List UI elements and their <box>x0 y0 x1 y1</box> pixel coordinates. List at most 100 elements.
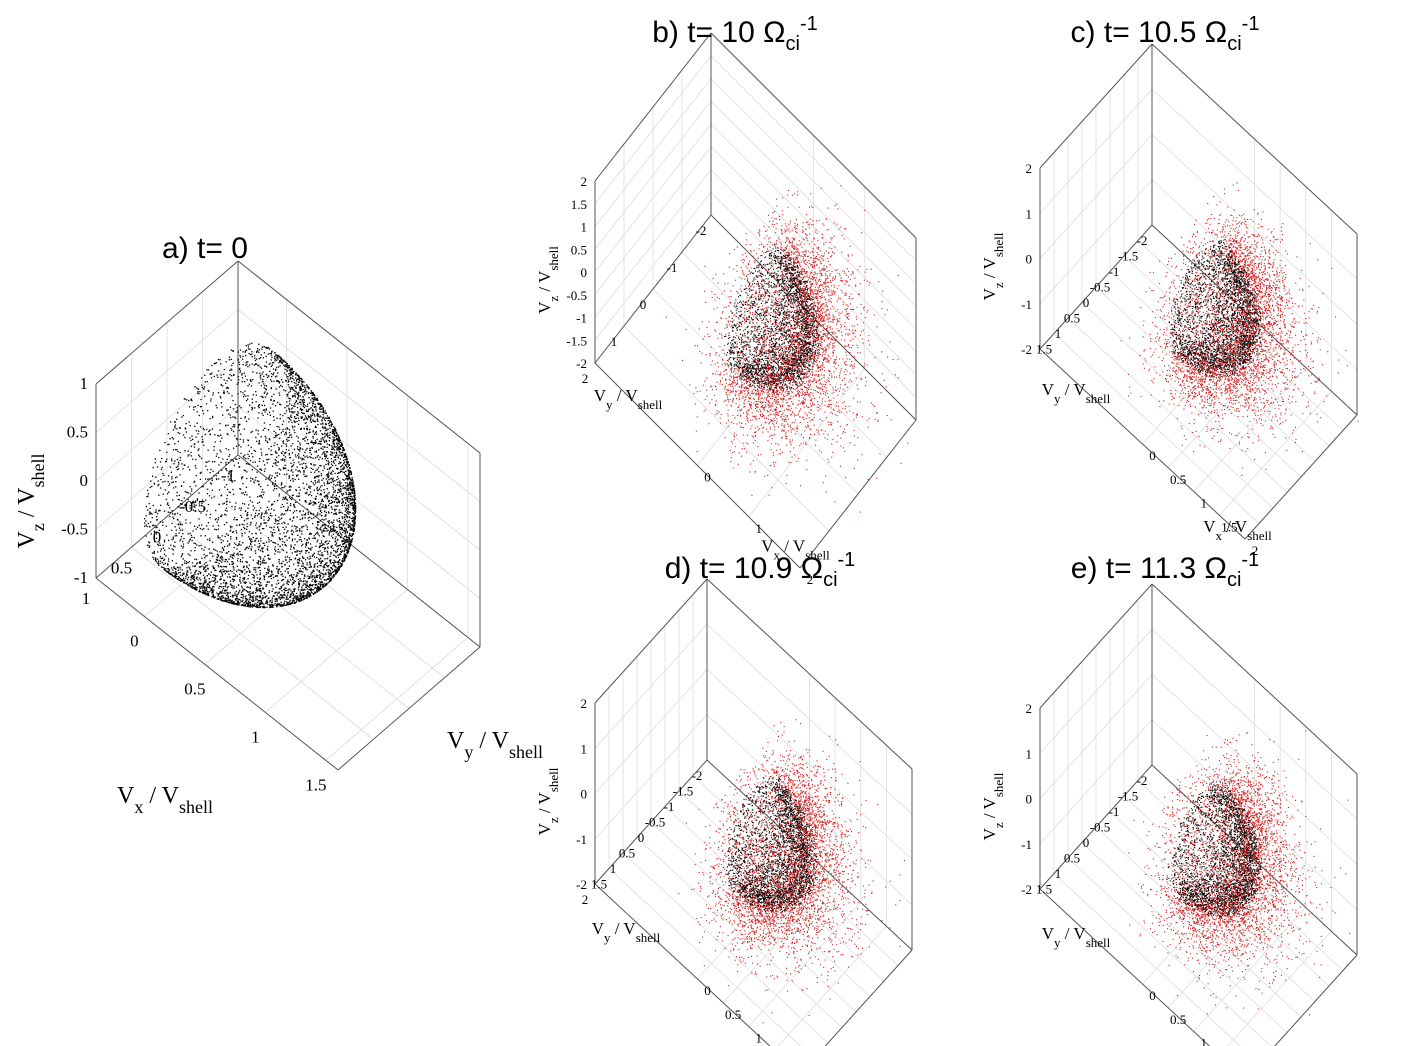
scatter-point <box>247 508 248 509</box>
scatter-point <box>189 555 190 556</box>
scatter-point <box>245 598 246 599</box>
scatter-point <box>225 599 226 600</box>
scatter-point <box>294 510 295 511</box>
scatter-point <box>290 510 291 511</box>
scatter-point <box>216 407 217 408</box>
scatter-point <box>300 399 301 400</box>
scatter-point <box>200 563 201 564</box>
scatter-point <box>287 490 288 491</box>
scatter-point <box>189 541 190 542</box>
scatter-point <box>200 566 201 567</box>
scatter-point <box>168 505 169 506</box>
scatter-point <box>265 436 266 437</box>
scatter-point <box>229 374 230 375</box>
scatter-point <box>226 533 227 534</box>
scatter-point <box>170 467 171 468</box>
scatter-point <box>170 545 171 546</box>
scatter-point <box>282 544 283 545</box>
scatter-point <box>317 524 318 525</box>
scatter-point <box>178 462 179 463</box>
scatter-point <box>295 454 296 455</box>
scatter-point <box>174 542 175 543</box>
scatter-point <box>275 587 276 588</box>
scatter-point <box>290 503 291 504</box>
scatter-point <box>191 578 192 579</box>
scatter-point <box>298 496 299 497</box>
scatter-point <box>211 581 212 582</box>
scatter-point <box>196 559 197 560</box>
scatter-point <box>257 602 258 603</box>
scatter-point <box>168 492 169 493</box>
scatter-point <box>197 405 198 406</box>
scatter-point <box>275 463 276 464</box>
scatter-point <box>257 350 258 351</box>
scatter-point <box>292 427 293 428</box>
scatter-point <box>220 579 221 580</box>
scatter-point <box>218 457 219 458</box>
scatter-point <box>325 528 326 529</box>
scatter-point <box>174 573 175 574</box>
scatter-point <box>188 400 189 401</box>
scatter-point <box>277 435 278 436</box>
scatter-point <box>309 563 310 564</box>
scatter-point <box>292 552 293 553</box>
scatter-point <box>179 433 180 434</box>
scatter-point <box>175 477 176 478</box>
scatter-point <box>290 518 291 519</box>
scatter-point <box>276 592 277 593</box>
scatter-point <box>255 553 256 554</box>
scatter-point <box>260 375 261 376</box>
scatter-point <box>173 438 174 439</box>
scatter-point <box>251 605 252 606</box>
scatter-point <box>191 491 192 492</box>
scatter-point <box>320 586 321 587</box>
scatter-point <box>306 569 307 570</box>
scatter-point <box>273 416 274 417</box>
scatter-point <box>250 432 251 433</box>
scatter-point <box>236 548 237 549</box>
scatter-point <box>288 523 289 524</box>
scatter-point <box>315 580 316 581</box>
scatter-point <box>314 575 315 576</box>
scatter-point <box>238 554 239 555</box>
scatter-point <box>219 551 220 552</box>
scatter-point <box>261 491 262 492</box>
scatter-point <box>297 599 298 600</box>
scatter-point <box>200 591 201 592</box>
scatter-point <box>247 606 248 607</box>
scatter-point <box>298 453 299 454</box>
scatter-point <box>271 478 272 479</box>
scatter-point <box>268 541 269 542</box>
scatter-point <box>182 530 183 531</box>
scatter-point <box>214 461 215 462</box>
scatter-point <box>198 455 199 456</box>
scatter-point <box>310 593 311 594</box>
scatter-point <box>187 455 188 456</box>
scatter-point <box>184 465 185 466</box>
scatter-point <box>238 599 239 600</box>
scatter-point <box>152 557 153 558</box>
scatter-point <box>172 437 173 438</box>
scatter-point <box>207 510 208 511</box>
scatter-point <box>288 507 289 508</box>
scatter-point <box>298 583 299 584</box>
scatter-point <box>193 581 194 582</box>
scatter-point <box>240 510 241 511</box>
scatter-point <box>265 454 266 455</box>
scatter-point <box>221 572 222 573</box>
scatter-point <box>294 426 295 427</box>
scatter-point <box>245 458 246 459</box>
scatter-point <box>287 509 288 510</box>
scatter-point <box>275 603 276 604</box>
scatter-point <box>247 518 248 519</box>
scatter-point <box>280 385 281 386</box>
scatter-point <box>212 591 213 592</box>
scatter-point <box>241 493 242 494</box>
scatter-point <box>241 533 242 534</box>
scatter-point <box>242 601 243 602</box>
scatter-point <box>228 592 229 593</box>
scatter-point <box>210 418 211 419</box>
scatter-point <box>281 597 282 598</box>
scatter-point <box>239 355 240 356</box>
scatter-point <box>231 380 232 381</box>
